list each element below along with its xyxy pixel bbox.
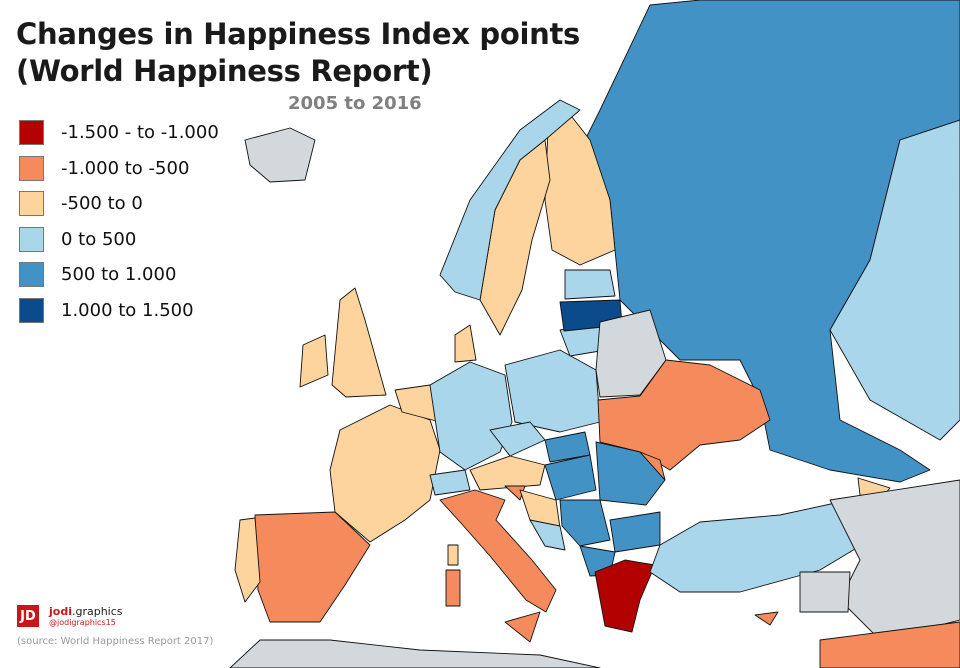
region-norway bbox=[439, 99, 581, 301]
region-estonia bbox=[564, 269, 616, 300]
region-finland bbox=[544, 107, 616, 266]
legend-item: -1.500 - to -1.000 bbox=[19, 115, 219, 151]
brand-name: jodi.graphics bbox=[49, 604, 123, 618]
legend-swatch bbox=[19, 155, 44, 181]
region-uk bbox=[331, 287, 387, 398]
legend-label: 0 to 500 bbox=[61, 228, 137, 250]
region-sicily bbox=[504, 611, 541, 643]
region-turkey bbox=[649, 501, 871, 593]
legend-swatch bbox=[19, 262, 44, 288]
brand-name-bold: jodi bbox=[49, 604, 72, 618]
legend-item: 1.000 to 1.500 bbox=[19, 293, 219, 329]
legend-label: -1.500 - to -1.000 bbox=[61, 122, 219, 144]
map-subtitle: 2005 to 2016 bbox=[288, 93, 422, 114]
legend: -1.500 - to -1.000 -1.000 to -500 -500 t… bbox=[19, 115, 219, 328]
legend-label: 500 to 1.000 bbox=[61, 264, 177, 286]
brand-handle: @jodigraphics15 bbox=[49, 617, 116, 627]
title-line-1: Changes in Happiness Index points bbox=[16, 17, 580, 51]
map-title: Changes in Happiness Index points (World… bbox=[16, 16, 580, 90]
region-germany bbox=[429, 361, 513, 471]
region-ireland bbox=[299, 334, 329, 388]
legend-swatch bbox=[19, 191, 44, 217]
legend-label: -500 to 0 bbox=[61, 193, 143, 215]
region-corsica bbox=[447, 544, 459, 566]
region-bosnia bbox=[529, 519, 566, 551]
region-north-africa bbox=[229, 639, 601, 668]
legend-item: 0 to 500 bbox=[19, 222, 219, 258]
region-kazakhstan bbox=[829, 119, 960, 441]
region-austria bbox=[469, 455, 546, 491]
region-bulgaria bbox=[609, 511, 661, 553]
region-russia bbox=[579, 0, 960, 483]
region-sardinia bbox=[445, 569, 461, 607]
region-cyprus bbox=[754, 611, 779, 626]
region-syria bbox=[799, 571, 851, 613]
legend-item: -500 to 0 bbox=[19, 186, 219, 222]
region-egypt bbox=[819, 621, 960, 668]
brand: JD jodi.graphics @jodigraphics15 bbox=[17, 605, 123, 627]
legend-swatch bbox=[19, 120, 44, 146]
legend-item: 500 to 1.000 bbox=[19, 257, 219, 293]
region-spain bbox=[254, 511, 371, 623]
region-italy bbox=[439, 489, 557, 613]
region-denmark bbox=[454, 324, 477, 363]
region-france bbox=[329, 404, 441, 543]
brand-logo: JD bbox=[17, 605, 39, 627]
region-poland bbox=[504, 349, 601, 433]
title-line-2: (World Happiness Report) bbox=[16, 54, 433, 88]
legend-label: -1.000 to -500 bbox=[61, 157, 190, 179]
region-serbia bbox=[559, 499, 611, 547]
brand-name-rest: .graphics bbox=[71, 604, 123, 618]
region-switzerland bbox=[429, 469, 471, 496]
legend-swatch bbox=[19, 297, 44, 323]
legend-item: -1.000 to -500 bbox=[19, 151, 219, 187]
legend-label: 1.000 to 1.500 bbox=[61, 299, 194, 321]
region-iceland bbox=[244, 127, 316, 183]
region-middle-east bbox=[829, 479, 960, 641]
source-note: (source: World Happiness Report 2017) bbox=[17, 636, 214, 647]
region-portugal bbox=[234, 517, 261, 603]
region-greece bbox=[594, 559, 656, 633]
region-hungary bbox=[544, 454, 597, 501]
region-romania bbox=[595, 441, 666, 506]
legend-swatch bbox=[19, 226, 44, 252]
region-belarus bbox=[595, 309, 667, 398]
region-moldova bbox=[639, 451, 666, 481]
